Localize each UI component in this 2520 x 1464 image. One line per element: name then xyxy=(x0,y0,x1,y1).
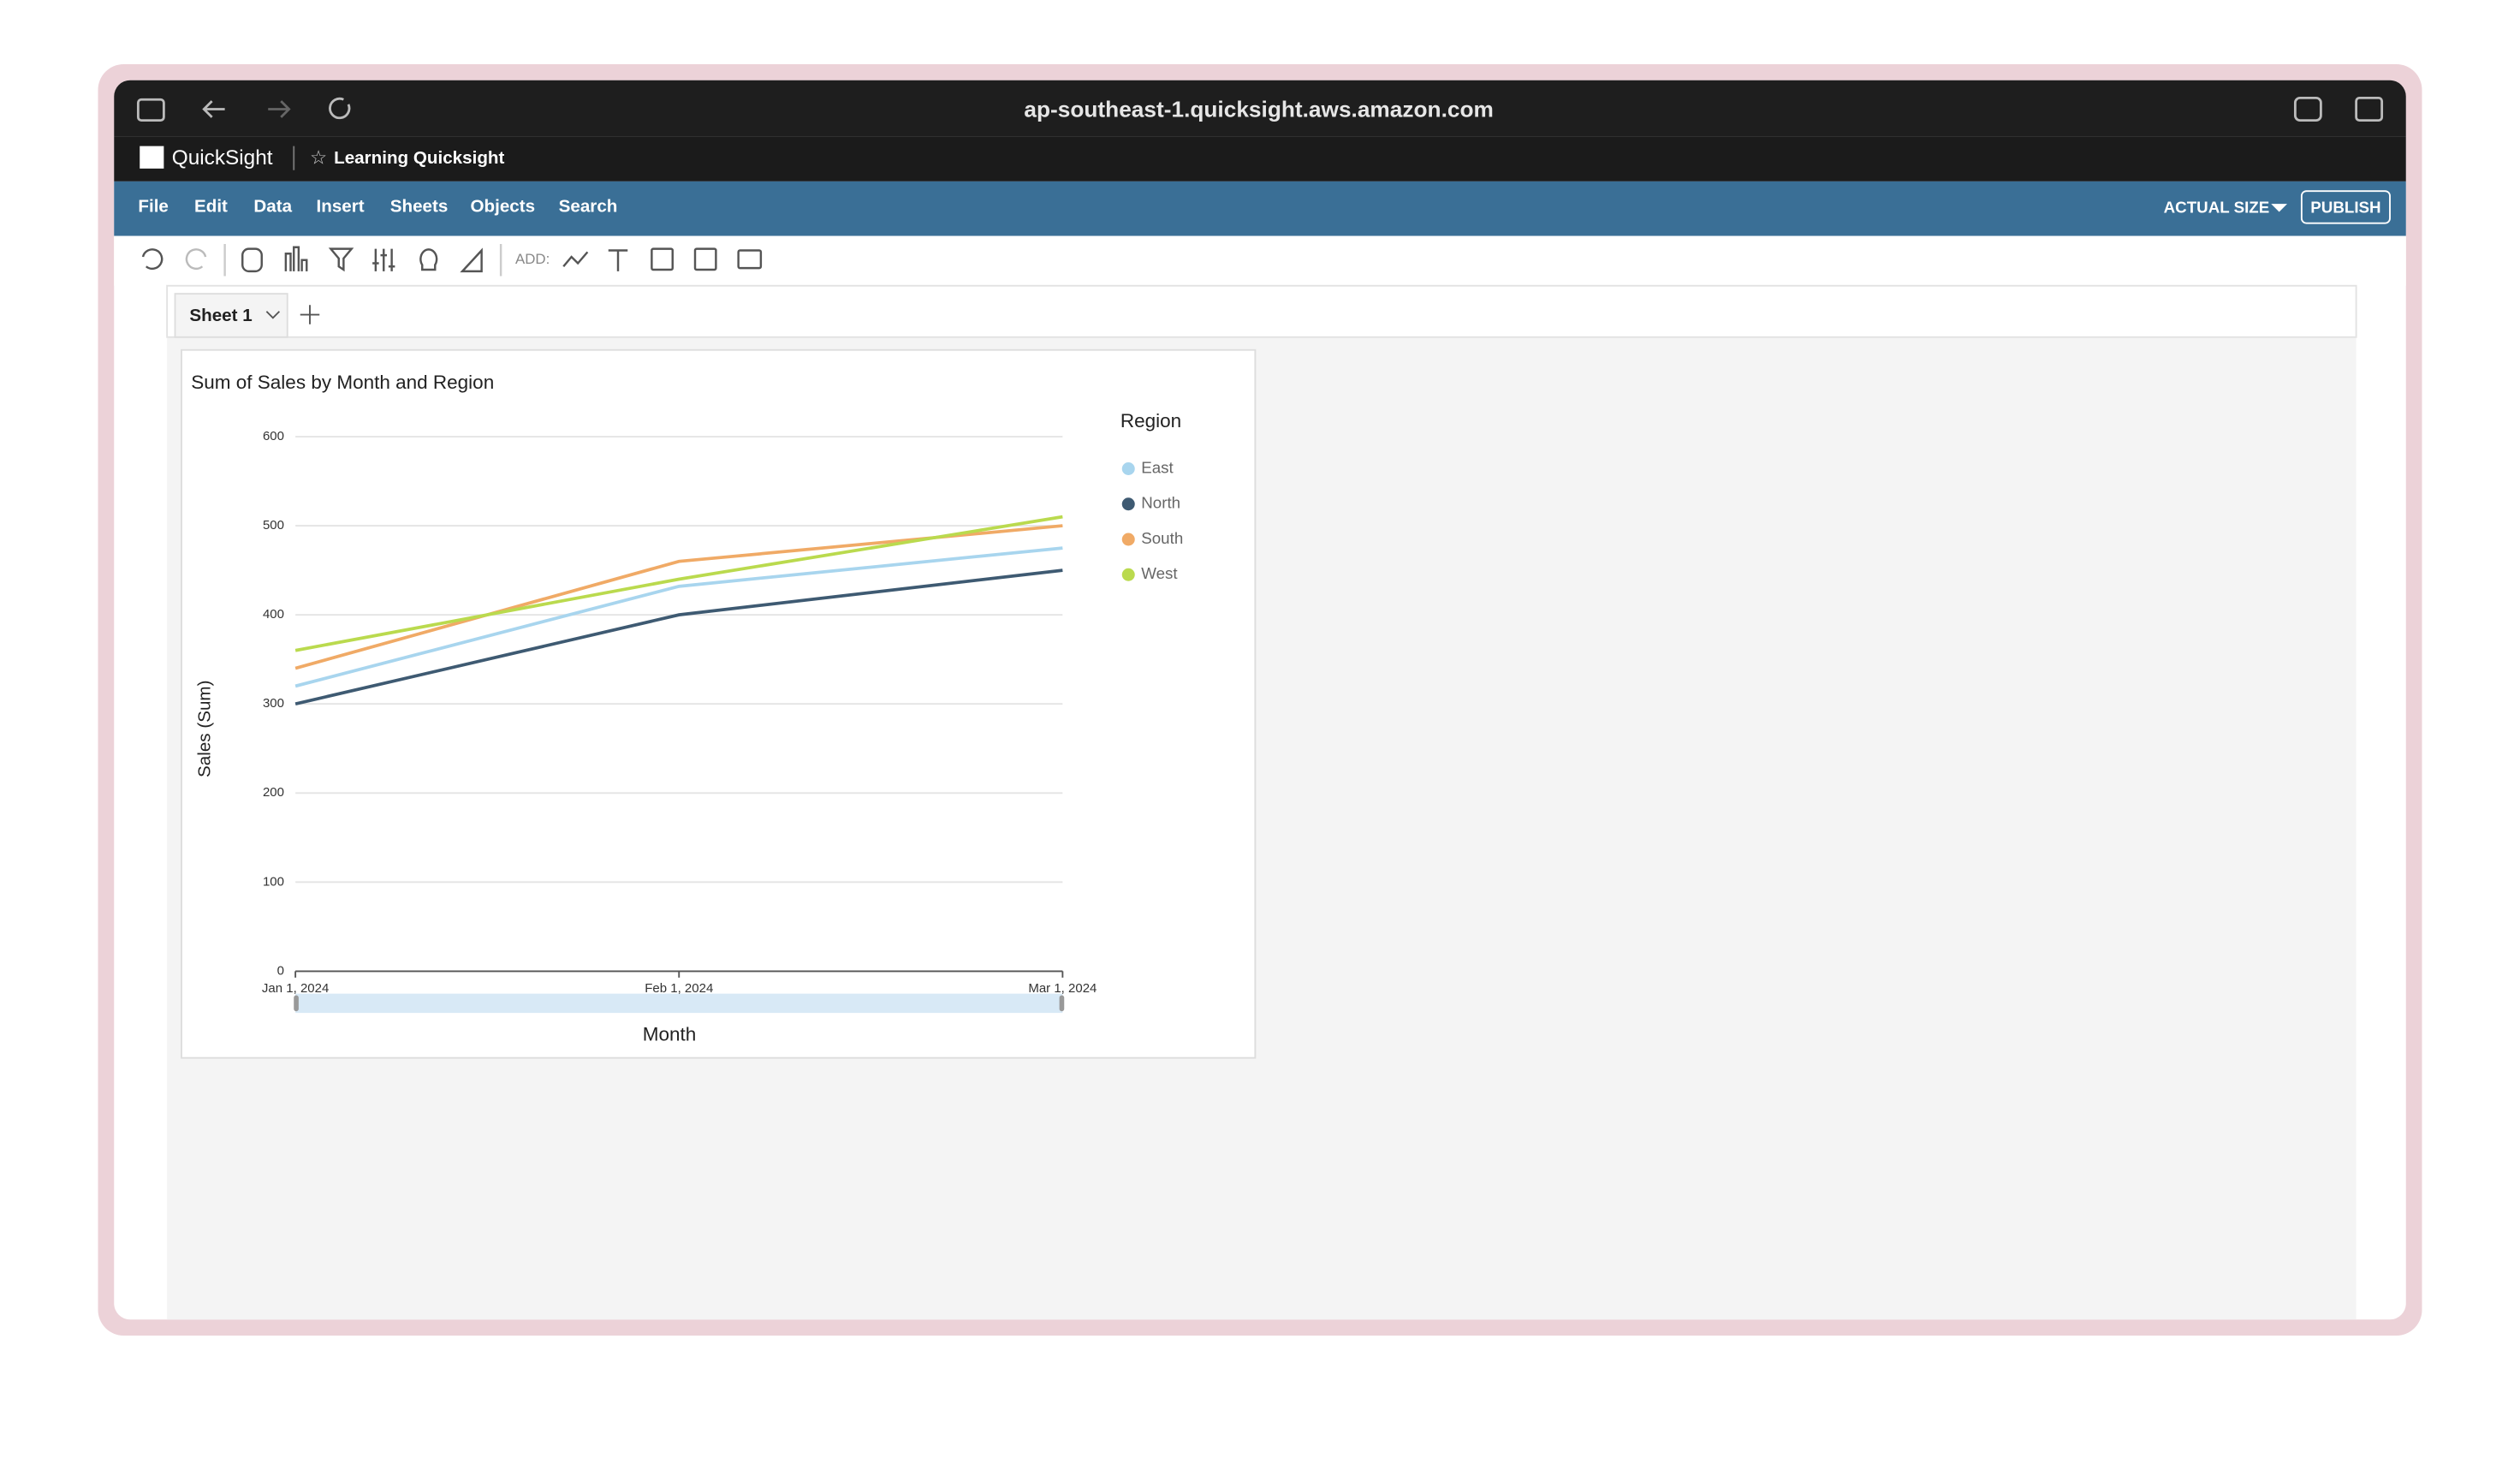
forward-button[interactable] xyxy=(268,100,291,118)
legend-title: Region xyxy=(1120,410,1181,431)
app-logo xyxy=(140,146,164,169)
split-button[interactable] xyxy=(2355,96,2384,122)
legend-label[interactable]: South xyxy=(1141,529,1183,547)
redo[interactable] xyxy=(185,248,207,271)
menu-item[interactable]: Edit xyxy=(194,196,228,216)
menu-item[interactable]: Objects xyxy=(471,196,536,216)
sheet-bar xyxy=(166,284,2357,338)
sheet-tab[interactable] xyxy=(174,293,288,338)
back-button[interactable] xyxy=(202,100,225,118)
extension-button[interactable] xyxy=(2293,96,2322,122)
legend-swatch xyxy=(1121,497,1135,511)
undo[interactable] xyxy=(141,248,163,271)
url[interactable]: ap-southeast-1.quicksight.aws.amazon.com xyxy=(1024,96,1493,122)
legend-label[interactable]: West xyxy=(1141,564,1178,582)
publish-label[interactable]: PUBLISH xyxy=(2310,199,2380,217)
menu-bar xyxy=(114,181,2406,236)
menu-item[interactable]: File xyxy=(138,196,169,216)
menu-item[interactable]: Search xyxy=(559,196,618,216)
reload-button[interactable] xyxy=(329,97,351,120)
zoom-select[interactable]: ACTUAL SIZE xyxy=(2164,199,2270,217)
add-text[interactable] xyxy=(608,249,628,271)
analysis-name[interactable]: Learning Quicksight xyxy=(334,148,504,168)
y-tick-label: 600 xyxy=(263,429,284,443)
sidebar-button[interactable] xyxy=(136,98,165,122)
menu-item[interactable]: Sheets xyxy=(390,196,449,216)
y-tick-label: 200 xyxy=(263,785,284,800)
title-bar xyxy=(114,80,2406,137)
range-slider[interactable] xyxy=(295,993,1063,1014)
dataset[interactable] xyxy=(241,247,263,273)
sheet-tab-label[interactable]: Sheet 1 xyxy=(189,306,252,325)
add-image[interactable] xyxy=(651,247,674,271)
publish-button[interactable] xyxy=(2300,190,2391,224)
series-line xyxy=(294,568,1063,706)
add-sheet[interactable] xyxy=(300,305,320,324)
x-tick-label: Jan 1, 2024 xyxy=(262,981,329,996)
add-embed[interactable] xyxy=(737,249,763,270)
legend-label[interactable]: East xyxy=(1141,458,1174,476)
legend-swatch xyxy=(1121,568,1135,581)
slider-handle[interactable] xyxy=(294,995,299,1012)
x-axis-label: Month xyxy=(643,1023,697,1044)
y-tick-label: 400 xyxy=(263,607,284,622)
menu: File Edit Data Insert Sheets Objects Search xyxy=(138,196,617,216)
menu-item[interactable]: Data xyxy=(253,196,292,216)
forecast[interactable] xyxy=(460,247,483,273)
legend-swatch xyxy=(1121,462,1135,475)
sheet-menu[interactable] xyxy=(265,311,281,319)
series-line xyxy=(294,546,1063,688)
app-bar xyxy=(114,136,2406,182)
legend-label[interactable]: North xyxy=(1141,494,1180,512)
series-line xyxy=(294,515,1063,652)
y-tick-label: 0 xyxy=(277,963,284,978)
y-axis-label: Sales (Sum) xyxy=(195,681,215,777)
chart-title: Sum of Sales by Month and Region xyxy=(191,372,494,393)
dropdown-arrow xyxy=(2271,204,2287,212)
legend-swatch xyxy=(1121,533,1135,546)
slider-handle[interactable] xyxy=(1059,995,1065,1012)
filter[interactable] xyxy=(328,247,354,272)
star-icon[interactable]: ☆ xyxy=(310,147,327,169)
y-tick-label: 300 xyxy=(263,696,284,711)
insights[interactable] xyxy=(419,248,438,271)
toolbar-icons xyxy=(141,244,763,277)
parameters[interactable] xyxy=(372,248,395,271)
add-insight[interactable] xyxy=(693,247,717,271)
y-tick-label: 100 xyxy=(263,874,284,889)
toolbar xyxy=(114,235,2406,286)
add-visual[interactable] xyxy=(562,251,589,268)
add-label: ADD: xyxy=(515,251,550,267)
y-tick-label: 500 xyxy=(263,518,284,533)
x-tick-label: Feb 1, 2024 xyxy=(645,981,713,996)
x-tick-label: Mar 1, 2024 xyxy=(1028,981,1097,996)
app-name[interactable]: QuickSight xyxy=(172,146,273,170)
menu-item[interactable]: Insert xyxy=(317,196,365,216)
visualize[interactable] xyxy=(284,246,308,271)
browser-controls xyxy=(136,96,2384,122)
